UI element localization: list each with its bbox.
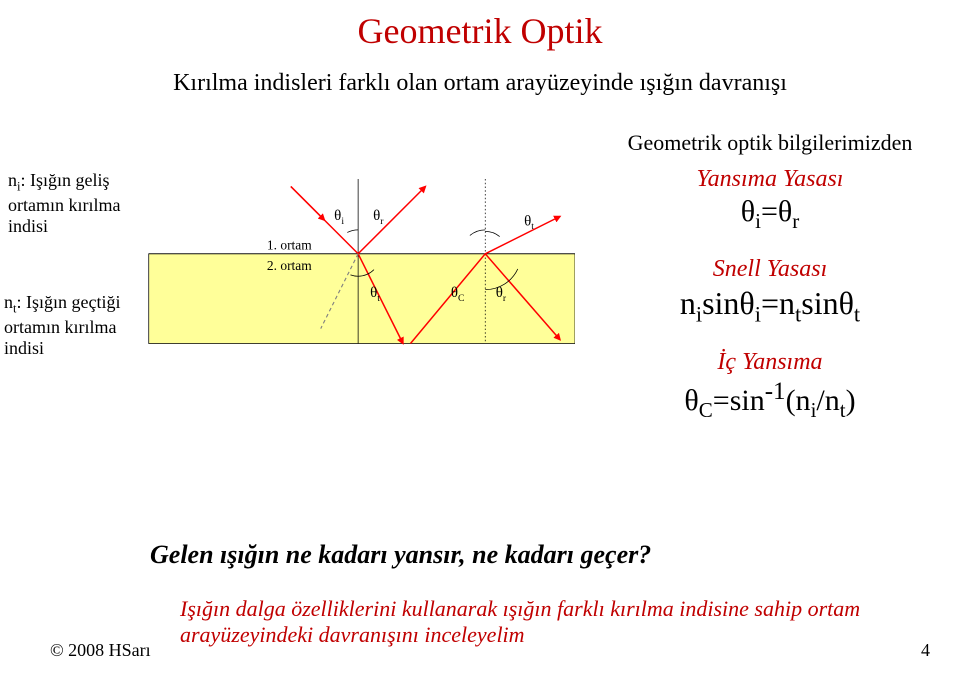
svg-text:θt: θt [524, 213, 534, 232]
right-column: Geometrik optik bilgilerimizden Yansıma … [590, 130, 950, 423]
right-header: Geometrik optik bilgilerimizden [590, 130, 950, 156]
subtitle: Kırılma indisleri farklı olan ortam aray… [0, 70, 960, 97]
law1-title: Yansıma Yasası [590, 166, 950, 193]
law2-eq: nisinθi=ntsinθt [590, 285, 950, 327]
page-number: 4 [921, 640, 930, 661]
law3-title: İç Yansıma [590, 349, 950, 376]
copyright: © 2008 HSarı [50, 640, 151, 661]
svg-text:θi: θi [334, 208, 344, 227]
n-i-symbol: ni [8, 170, 21, 190]
diagram-svg: 1. ortam2. ortamθiθrθtθCθrθt [145, 140, 575, 390]
law1-eq: θi=θr [590, 195, 950, 234]
label-n-i: ni: Işığın geliş ortamın kırılma indisi [8, 170, 158, 237]
label-n-t: nt: Işığın geçtiği ortamın kırılma indis… [4, 292, 154, 359]
law2-title: Snell Yasası [590, 256, 950, 283]
title-text: Geometrik Optik [358, 11, 603, 51]
law3-eq: θC=sin-1(ni/nt) [590, 378, 950, 423]
svg-text:1. ortam: 1. ortam [267, 237, 312, 252]
question-text: Gelen ışığın ne kadarı yansır, ne kadarı… [150, 540, 651, 570]
svg-text:θr: θr [373, 208, 384, 227]
optics-diagram: 1. ortam2. ortamθiθrθtθCθrθt [145, 140, 575, 390]
page-title: Geometrik Optik [0, 0, 960, 52]
footer-text: Işığın dalga özelliklerini kullanarak ış… [180, 596, 900, 648]
n-t-symbol: nt [4, 292, 17, 312]
svg-text:2. ortam: 2. ortam [267, 258, 312, 273]
